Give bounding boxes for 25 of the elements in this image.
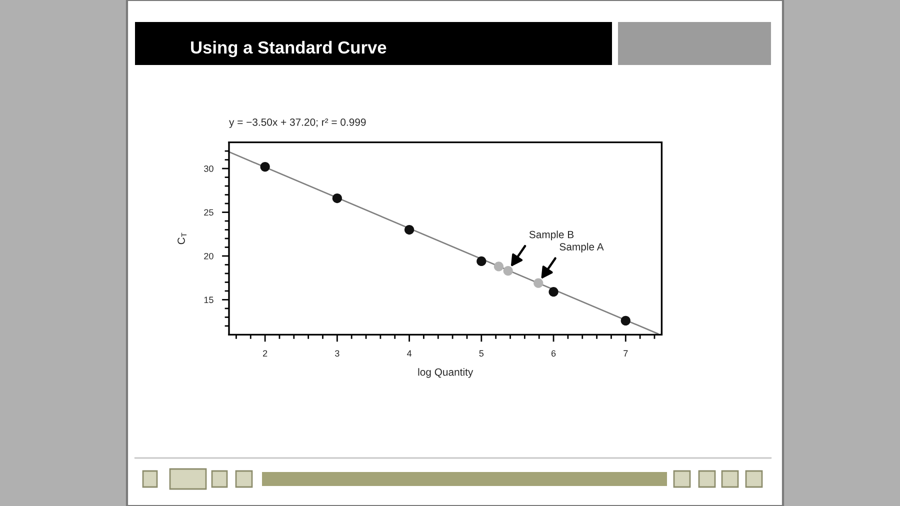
point <box>404 224 414 235</box>
point <box>503 266 513 276</box>
x-tick-label: 3 <box>335 350 340 357</box>
point <box>332 193 342 204</box>
chart-subtitle: y = −3.50x + 37.20; r² = 0.999 <box>229 118 366 128</box>
point <box>620 316 630 326</box>
annotation: Sample B <box>529 230 574 240</box>
y-tick-label: 25 <box>204 209 214 216</box>
y-axis-title: C$_{T}$ <box>178 232 186 244</box>
annotation: Sample A <box>560 242 604 253</box>
x-axis-title: log Quantity <box>418 368 474 378</box>
x-tick-label: 2 <box>263 350 268 357</box>
point <box>494 262 504 272</box>
point <box>476 256 486 266</box>
x-tick-label: 5 <box>479 350 484 357</box>
x-tick-label: 4 <box>406 350 412 357</box>
x-tick-label: 6 <box>551 350 556 357</box>
point <box>260 162 270 172</box>
point <box>548 287 558 297</box>
y-tick-label: 30 <box>204 166 214 172</box>
chart-title: Using a Standard Curve <box>191 40 386 58</box>
point <box>534 278 544 288</box>
y-tick-label: 15 <box>204 296 214 304</box>
y-tick-label: 20 <box>204 252 214 260</box>
x-tick-label: 7 <box>624 350 628 357</box>
